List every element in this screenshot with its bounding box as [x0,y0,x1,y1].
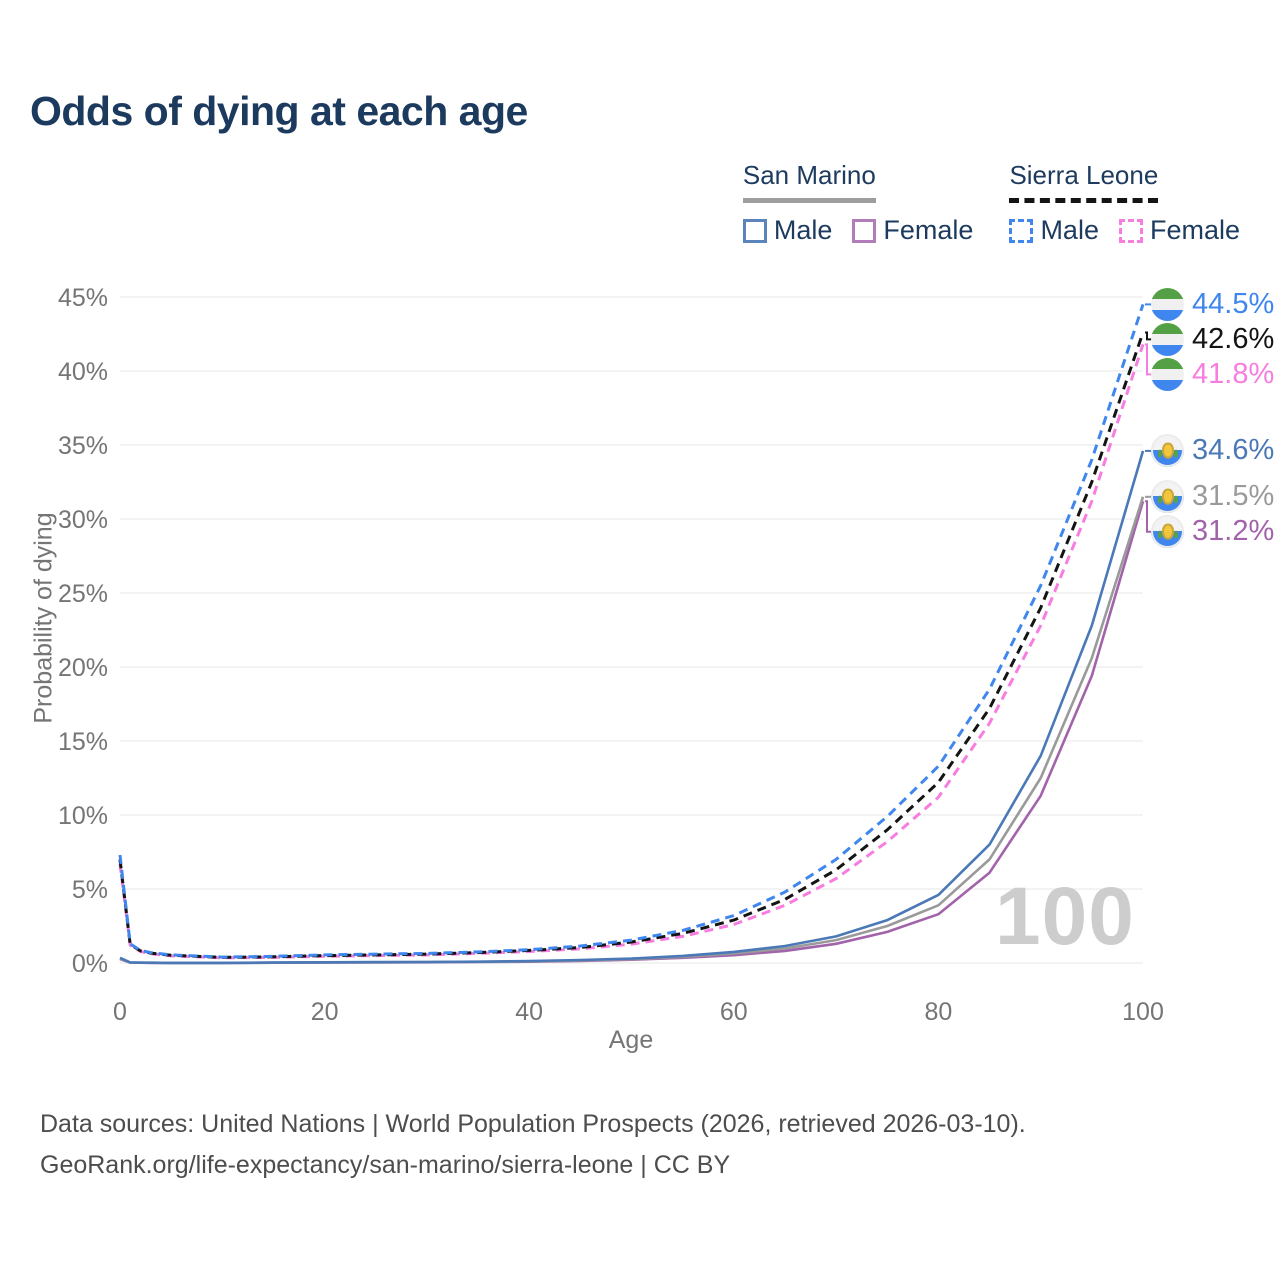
y-tick-30%: 30% [58,506,108,534]
series-lines [118,303,1145,965]
end-label-sierra-leone-total: 42.6% [1151,322,1274,356]
x-tick-40: 40 [515,998,543,1026]
legend-label-male: Male [1040,215,1099,245]
y-tick-25%: 25% [58,580,108,608]
series-line-sierra-leone-total [118,332,1145,959]
end-label-san-marino-total: 31.5% [1151,480,1274,514]
end-label-sierra-leone-female: 41.8% [1151,357,1274,391]
sierra-leone-flag-icon [1151,322,1184,356]
legend-label-male: Male [773,215,833,245]
gridlines [120,296,1143,964]
sierra-leone-flag-icon [1151,357,1184,391]
age-counter-watermark: 100 [995,871,1135,962]
end-value-text: 41.8% [1192,357,1275,390]
x-tick-labels: 0 20 40 60 80 100 [113,998,1164,1026]
series-line-san-marino-female [119,500,1145,965]
attribution-line: GeoRank.org/life-expectancy/san-marino/s… [40,1151,731,1179]
san-marino-emblem [1157,442,1178,459]
legend-group-san-marino: San Marino Male Female [742,160,973,246]
legend-header-san-marino: San Marino [742,160,876,203]
legend-swatch-san-marino-female[interactable] [852,218,877,243]
end-value-text: 34.6% [1192,434,1275,467]
san-marino-emblem [1157,523,1178,540]
series-line-sierra-leone-male [118,303,1145,959]
end-value-text: 44.5% [1192,287,1275,320]
x-tick-20: 20 [311,998,339,1026]
legend-group-sierra-leone: Sierra Leone Male Female [1009,160,1240,246]
y-tick-40%: 40% [58,358,108,386]
y-tick-45%: 45% [58,284,108,312]
series-line-san-marino-total [119,496,1145,965]
legend-item-san-marino-female[interactable]: Female [852,215,973,246]
legend-label-female: Female [1149,215,1240,245]
legend-label-female: Female [883,215,974,245]
data-source-line: Data sources: United Nations | World Pop… [40,1110,1026,1138]
connector-san-marino-female [1145,500,1153,533]
end-value-text: 31.2% [1192,515,1275,548]
end-label-san-marino-male: 34.6% [1151,434,1274,468]
end-value-text: 42.6% [1192,322,1275,355]
x-tick-60: 60 [720,998,748,1026]
x-tick-80: 80 [924,998,952,1026]
san-marino-flag-icon [1151,480,1184,514]
legend-item-sierra-leone-female[interactable]: Female [1118,215,1240,246]
legend-swatch-sierra-leone-male[interactable] [1009,218,1034,243]
x-axis-title: Age [608,1026,654,1054]
san-marino-flag-icon [1151,434,1184,468]
y-tick-20%: 20% [58,654,108,682]
end-value-text: 31.5% [1192,480,1275,513]
page-title: Odds of dying at each age [30,88,528,134]
sierra-leone-flag-icon [1151,287,1184,321]
san-marino-emblem [1157,488,1178,505]
x-tick-100: 100 [1122,998,1164,1026]
y-tick-labels: 0% 5% 10% 15% 20% 25% 30% 35% 40% 45% [58,284,108,978]
connector-sierra-leone-female [1145,343,1153,376]
x-tick-0: 0 [113,998,127,1026]
y-tick-0%: 0% [72,950,108,978]
series-line-san-marino-male [119,450,1145,965]
label-connectors [1145,303,1153,533]
legend-swatch-san-marino-male[interactable] [742,218,767,243]
legend-item-sierra-leone-male[interactable]: Male [1009,215,1099,246]
legend: San Marino Male Female Sierra Leone Male [742,160,1240,246]
series-line-sierra-leone-female [118,343,1145,960]
footer: Data sources: United Nations | World Pop… [40,1104,1026,1186]
end-label-sierra-leone-male: 44.5% [1151,287,1274,321]
y-tick-5%: 5% [72,876,108,904]
end-label-san-marino-female: 31.2% [1151,515,1274,549]
legend-item-san-marino-male[interactable]: Male [742,215,833,246]
connector-sierra-leone-total [1145,331,1153,341]
y-tick-15%: 15% [58,728,108,756]
san-marino-flag-icon [1151,515,1184,549]
legend-swatch-sierra-leone-female[interactable] [1118,218,1143,243]
y-tick-10%: 10% [58,802,108,830]
legend-header-sierra-leone: Sierra Leone [1009,160,1159,203]
y-tick-35%: 35% [58,432,108,460]
